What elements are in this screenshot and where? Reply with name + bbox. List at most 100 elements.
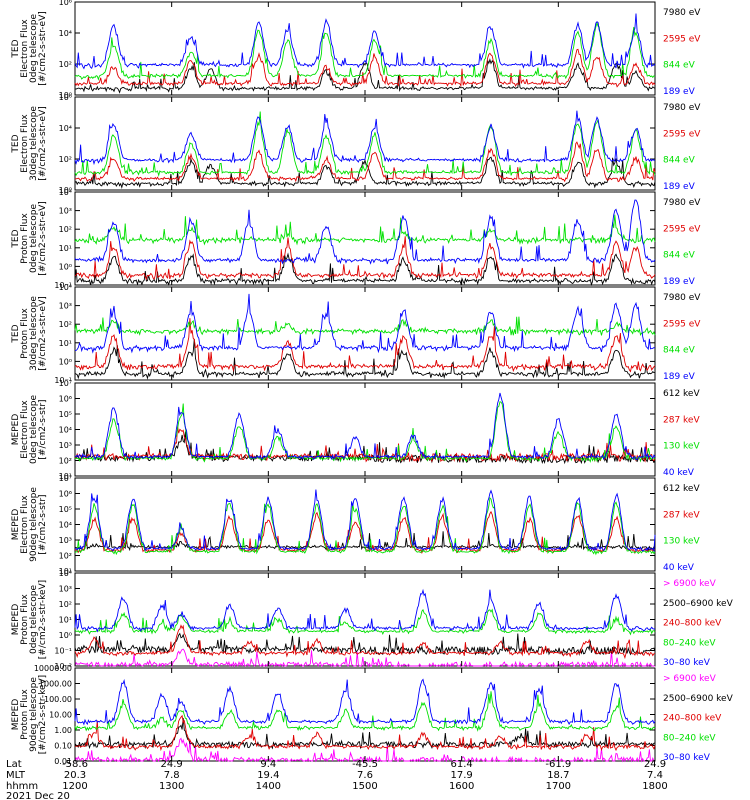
y-axis-label: Proton Flux <box>20 689 30 740</box>
y-tick-label: 1000.00 <box>39 680 72 689</box>
y-tick-label: 10³ <box>59 207 72 216</box>
y-tick-label: 10⁷ <box>59 379 72 388</box>
series-trace <box>74 21 656 81</box>
legend-entry: 844 eV <box>663 251 696 261</box>
y-tick-label: 10⁶ <box>59 93 72 102</box>
x-tick-label-mlt: 7.6 <box>357 770 373 781</box>
series-trace <box>74 110 656 166</box>
legend-entry: 7980 eV <box>663 293 701 303</box>
x-tick-label-lat: 9.4 <box>260 759 276 770</box>
legend-entry: 2595 eV <box>663 319 701 329</box>
x-tick-label-lat: 24.9 <box>644 759 666 770</box>
y-tick-label: 10⁻¹ <box>54 647 72 656</box>
y-tick-label: 100.00 <box>44 695 72 704</box>
y-tick-label: 10² <box>59 552 72 561</box>
legend-entry: 80–240 keV <box>663 638 716 648</box>
series-trace <box>74 293 656 354</box>
y-tick-label: 10.00 <box>49 711 72 720</box>
panel-3: 10⁻¹ 10⁰ 10¹ 10² 10³ 10⁴ TED Proton Flux 0deg te… <box>11 188 701 290</box>
y-tick-label: 10⁴ <box>59 521 72 530</box>
series-trace <box>74 111 656 178</box>
y-tick-label: 10⁴ <box>59 188 72 197</box>
series-trace <box>74 678 656 726</box>
y-tick-label: 10⁵ <box>59 410 72 419</box>
series-trace <box>74 632 656 656</box>
x-tick-label-hhmm: 1600 <box>449 781 474 792</box>
y-tick-label: 10¹ <box>59 244 72 253</box>
y-tick-label: 10¹ <box>59 567 72 576</box>
y-axis-label: TED <box>11 229 21 248</box>
y-axis-label: MEPED <box>11 699 21 731</box>
axis-row-label-lat: Lat <box>6 759 22 770</box>
legend-entry: 80–240 keV <box>663 733 716 743</box>
series-trace <box>74 58 656 94</box>
x-tick-label-hhmm: 1500 <box>352 781 377 792</box>
panel-frame <box>74 96 656 191</box>
legend-entry: 2500–6900 keV <box>663 599 734 609</box>
legend-entry: 130 keV <box>663 537 700 547</box>
y-axis-label: Electron Flux <box>20 19 30 78</box>
y-axis-label: [#/cm2-s-str-eV] <box>38 296 48 371</box>
y-tick-label: 10⁶ <box>59 0 72 7</box>
legend-entry: 844 eV <box>663 156 696 166</box>
series-trace <box>74 318 656 373</box>
x-tick-label-mlt: 18.7 <box>547 770 569 781</box>
y-tick-label: 1.00 <box>54 726 72 735</box>
x-tick-label-hhmm: 1300 <box>159 781 184 792</box>
y-axis-label: TED <box>11 134 21 153</box>
y-axis-label: [#/cm2-s-str] <box>38 494 48 554</box>
legend-entry: 130 keV <box>663 442 700 452</box>
y-tick-label: 10⁴ <box>59 29 72 38</box>
series-trace <box>74 588 655 633</box>
series-trace <box>74 608 656 636</box>
y-tick-label: 10⁻¹ <box>54 281 72 290</box>
y-tick-label: 10⁻¹ <box>54 376 72 385</box>
y-axis-label: Proton Flux <box>20 594 30 645</box>
x-tick-label-mlt: 20.3 <box>64 770 86 781</box>
legend-entry: > 6900 keV <box>663 579 717 589</box>
panel-1: 10⁰ 10² 10⁴ 10⁶ TED Electron Flux 0deg telesco… <box>11 0 701 100</box>
x-tick-label-mlt: 19.4 <box>257 770 279 781</box>
y-tick-label: 10¹ <box>59 616 72 625</box>
y-axis-label: 30deg telescope <box>29 296 39 371</box>
y-axis-label: [#/cm2-s-str-eV] <box>38 11 48 86</box>
y-axis-label: [#/cm2-s-str-keV] <box>38 580 48 659</box>
axis-row-label-mlt: MLT <box>6 770 26 781</box>
legend-entry: 7980 eV <box>663 103 701 113</box>
y-axis-label: 0deg telescope <box>29 14 39 84</box>
legend-entry: 844 eV <box>663 346 696 356</box>
legend-entry: 2500–6900 keV <box>663 694 734 704</box>
y-tick-label: 10⁴ <box>59 569 72 578</box>
legend-entry: 40 keV <box>663 563 695 573</box>
y-axis-label: MEPED <box>11 414 21 446</box>
y-tick-label: 10⁵ <box>59 505 72 514</box>
y-tick-label: 10² <box>59 60 72 69</box>
y-axis-label: TED <box>11 324 21 343</box>
y-tick-label: 10⁰ <box>59 357 72 366</box>
y-axis-label: 0deg telescope <box>29 585 39 655</box>
y-tick-label: 10² <box>59 320 72 329</box>
legend-entry: 612 keV <box>663 389 700 399</box>
y-tick-label: 10³ <box>59 585 72 594</box>
legend-entry: 189 eV <box>663 372 696 382</box>
y-tick-label: 10² <box>59 457 72 466</box>
panel-frame <box>74 477 656 572</box>
y-axis-label: [#/cm2-s-str] <box>38 399 48 459</box>
y-axis-label: 0deg telescope <box>29 204 39 274</box>
legend-entry: 7980 eV <box>663 198 701 208</box>
series-trace <box>74 691 656 732</box>
y-tick-label: 10⁻² <box>54 662 72 671</box>
series-trace <box>74 316 656 337</box>
y-tick-label: 0.10 <box>54 742 72 751</box>
x-tick-label-lat: -58.6 <box>62 759 88 770</box>
series-trace <box>74 497 656 556</box>
y-tick-label: 10⁰ <box>59 186 72 195</box>
y-tick-label: 10¹ <box>59 472 72 481</box>
y-axis-label: Electron Flux <box>20 400 30 459</box>
y-tick-label: 10³ <box>59 441 72 450</box>
date-label: 2021 Dec 20 <box>6 791 70 800</box>
y-axis-label: MEPED <box>11 509 21 541</box>
